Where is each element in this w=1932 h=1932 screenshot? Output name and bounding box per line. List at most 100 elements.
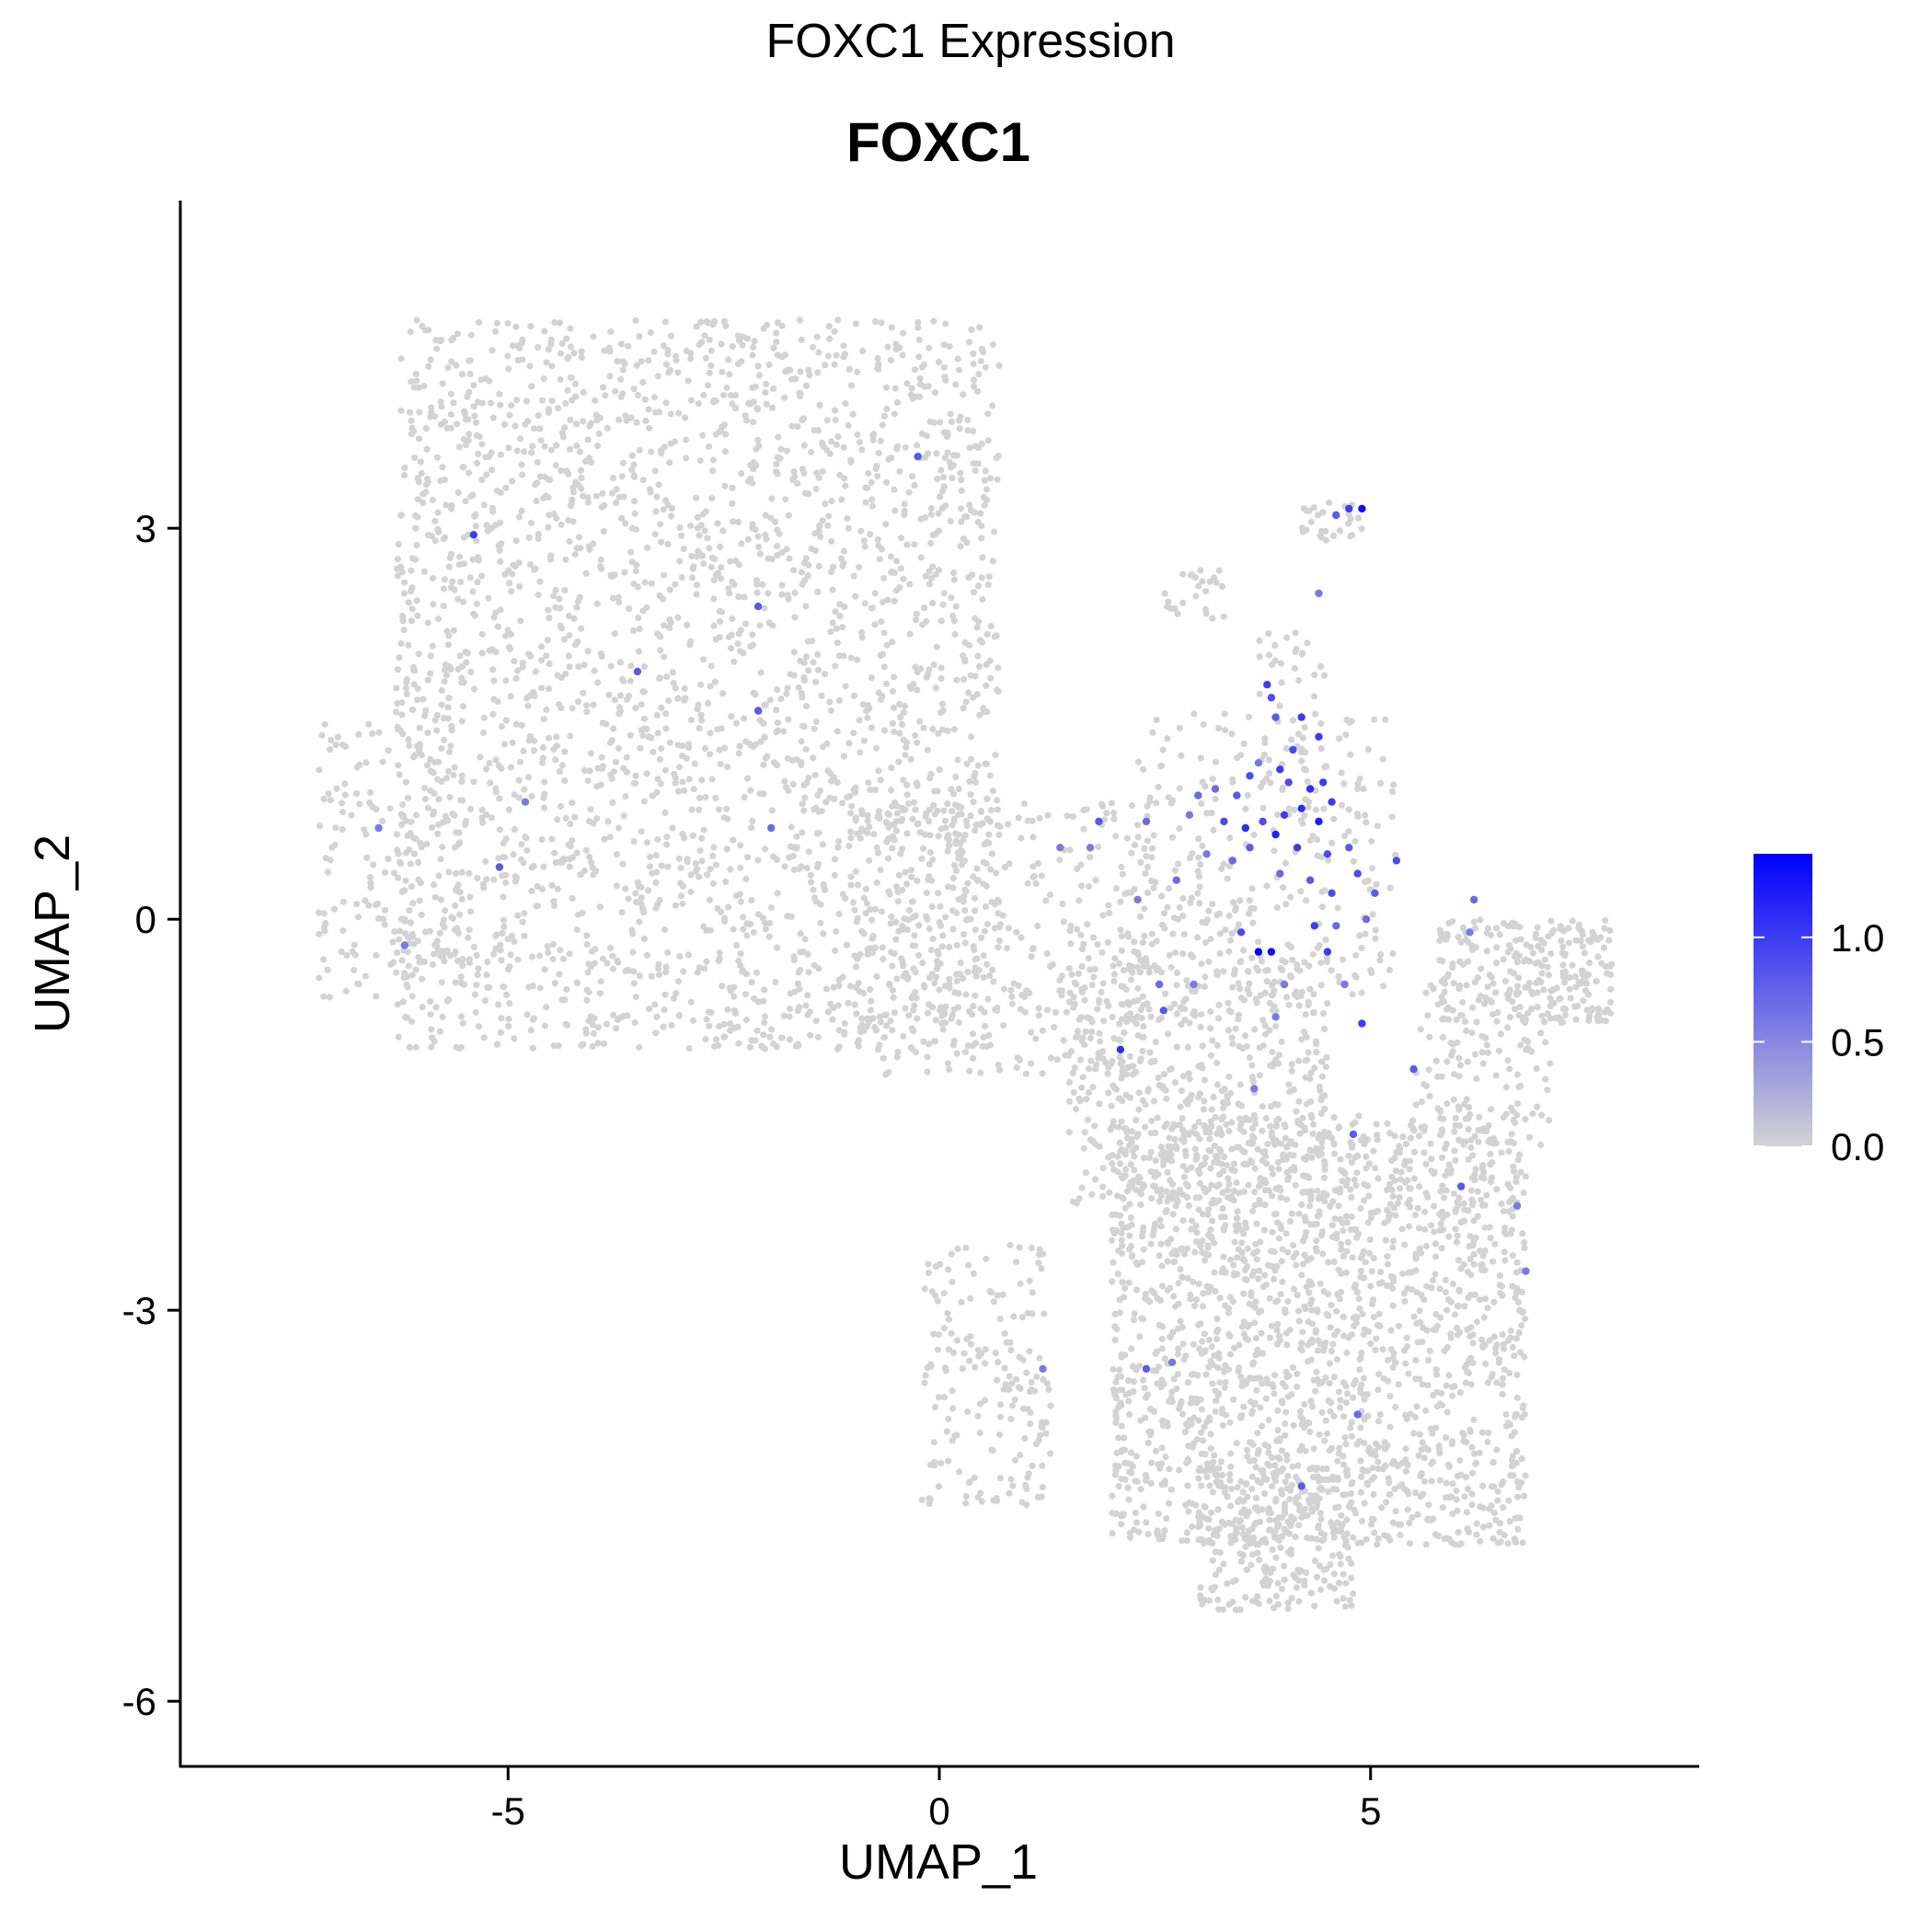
background-cell — [353, 980, 362, 987]
background-cell — [318, 731, 326, 739]
background-cell — [402, 877, 409, 884]
background-cell — [321, 720, 328, 728]
background-cell — [1135, 1106, 1143, 1113]
background-cell — [662, 969, 670, 976]
background-cell — [946, 1065, 953, 1073]
background-cell — [993, 1006, 1000, 1015]
background-cell — [1200, 1106, 1207, 1113]
background-cell — [1497, 1290, 1504, 1297]
background-cell — [990, 528, 998, 535]
background-cell — [1121, 1284, 1129, 1292]
background-cell — [522, 833, 529, 841]
background-cell — [410, 667, 418, 674]
background-cell — [1153, 716, 1160, 724]
background-cell — [949, 475, 956, 482]
background-cell — [411, 454, 419, 461]
background-cell — [1421, 1208, 1429, 1215]
background-cell — [804, 572, 811, 580]
background-cell — [576, 534, 583, 541]
background-cell — [1134, 822, 1142, 829]
background-cell — [478, 806, 486, 813]
background-cell — [677, 892, 685, 900]
background-cell — [836, 471, 844, 479]
background-cell — [1179, 912, 1187, 920]
background-cell — [1170, 1000, 1178, 1007]
background-cell — [455, 553, 464, 560]
background-cell — [1307, 1147, 1315, 1155]
background-cell — [1059, 900, 1066, 908]
background-cell — [401, 579, 408, 586]
background-cell — [661, 809, 669, 817]
background-cell — [642, 417, 650, 424]
background-cell — [1173, 1043, 1180, 1051]
background-cell — [1375, 1371, 1383, 1378]
background-cell — [1138, 1233, 1146, 1240]
background-cell — [1195, 1206, 1202, 1213]
background-cell — [557, 375, 564, 384]
background-cell — [679, 742, 686, 750]
background-cell — [1225, 999, 1232, 1006]
background-cell — [884, 811, 891, 818]
background-cell — [1298, 745, 1305, 753]
background-cell — [910, 681, 917, 688]
background-cell — [855, 980, 862, 987]
background-cell — [692, 859, 699, 868]
background-cell — [1094, 941, 1101, 949]
background-cell — [940, 483, 948, 490]
background-cell — [826, 335, 834, 342]
background-cell — [433, 345, 441, 352]
background-cell — [1253, 1220, 1260, 1227]
background-cell — [955, 1018, 962, 1027]
background-cell — [1201, 983, 1208, 990]
background-cell — [1157, 763, 1165, 770]
background-cell — [1392, 851, 1399, 858]
background-cell — [1316, 1083, 1323, 1090]
background-cell — [1292, 1141, 1299, 1148]
background-cell — [944, 1060, 951, 1067]
background-cell — [577, 448, 584, 455]
background-cell — [445, 995, 453, 1004]
background-cell — [892, 817, 901, 825]
background-cell — [944, 800, 951, 808]
background-cell — [1152, 879, 1159, 886]
background-cell — [558, 762, 567, 769]
background-cell — [1098, 800, 1106, 808]
background-cell — [584, 436, 592, 443]
background-cell — [1110, 962, 1117, 970]
background-cell — [845, 999, 852, 1006]
background-cell — [835, 652, 843, 660]
background-cell — [846, 983, 855, 990]
background-cell — [859, 347, 867, 355]
background-cell — [896, 730, 903, 737]
background-cell — [1320, 1174, 1328, 1181]
background-cell — [543, 706, 550, 714]
background-cell — [953, 1050, 960, 1057]
background-cell — [783, 546, 790, 553]
background-cell — [1330, 815, 1338, 822]
background-cell — [856, 564, 863, 571]
background-cell — [856, 717, 863, 724]
background-cell — [762, 701, 769, 708]
background-cell — [706, 369, 713, 376]
background-cell — [748, 979, 755, 986]
background-cell — [1161, 910, 1168, 917]
background-cell — [902, 443, 909, 451]
background-cell — [638, 828, 645, 835]
background-cell — [1431, 1202, 1438, 1210]
background-cell — [986, 475, 994, 482]
background-cell — [500, 741, 509, 748]
background-cell — [561, 777, 569, 785]
background-cell — [854, 1039, 861, 1046]
background-cell — [1073, 1200, 1080, 1207]
background-cell — [761, 734, 768, 742]
background-cell — [583, 941, 591, 949]
background-cell — [1234, 1484, 1241, 1491]
background-cell — [1112, 833, 1120, 840]
background-cell — [469, 556, 477, 563]
background-cell — [939, 932, 947, 939]
background-cell — [533, 903, 540, 910]
background-cell — [539, 743, 547, 752]
background-cell — [1379, 755, 1386, 763]
background-cell — [909, 942, 916, 949]
background-cell — [343, 951, 351, 960]
